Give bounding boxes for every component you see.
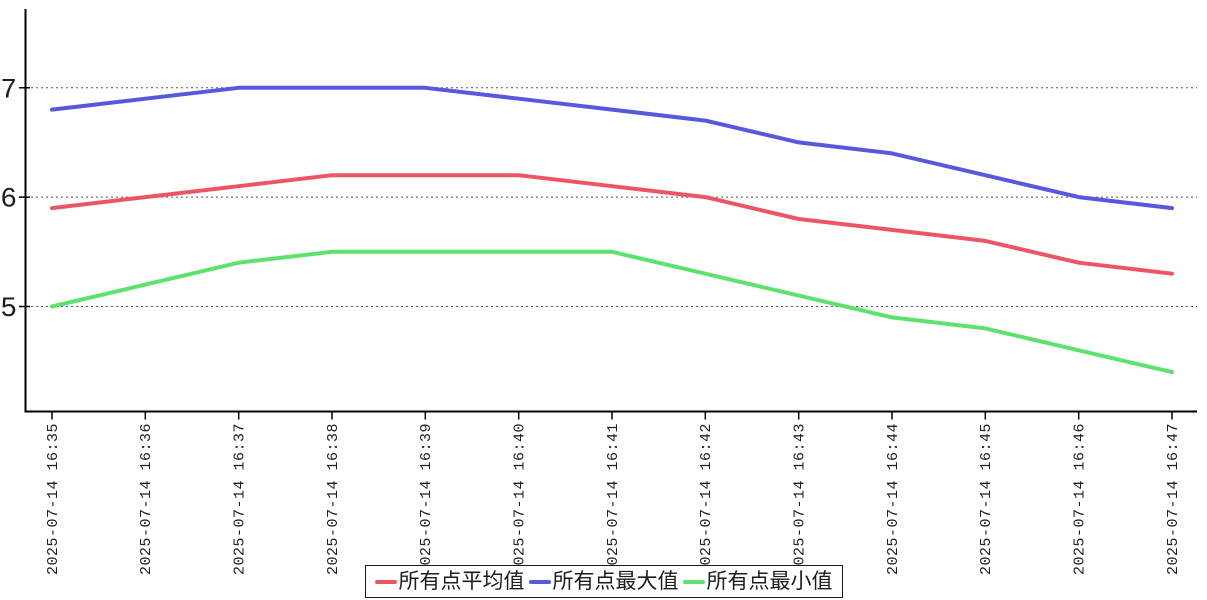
- x-tick-label: 2025-07-14 16:47: [1165, 423, 1182, 575]
- legend-label: 所有点最大值: [552, 569, 679, 593]
- x-tick-label: 2025-07-14 16:40: [511, 423, 528, 575]
- x-tick-label: 2025-07-14 16:44: [885, 423, 902, 575]
- x-tick-label: 2025-07-14 16:46: [1071, 423, 1088, 575]
- y-axis-labels: 5 6 7: [0, 75, 17, 325]
- legend-item-2: 所有点最小值: [682, 569, 833, 594]
- y-tick-label-5: 5: [0, 294, 17, 325]
- x-tick-label: 2025-07-14 16:39: [418, 423, 435, 575]
- x-tick-label: 2025-07-14 16:37: [231, 423, 248, 575]
- legend-label: 所有点平均值: [398, 569, 525, 593]
- legend-line-swatch: [682, 579, 705, 584]
- legend-line-swatch: [374, 579, 397, 584]
- legend-line-swatch: [528, 579, 551, 584]
- legend-label: 所有点最小值: [706, 569, 833, 593]
- x-tick-label: 2025-07-14 16:38: [325, 423, 342, 575]
- x-tick-label: 2025-07-14 16:35: [45, 423, 62, 575]
- series-line-0: [50, 173, 1174, 276]
- x-tick-label: 2025-07-14 16:36: [138, 423, 155, 575]
- series-line-1: [50, 85, 1174, 211]
- y-tick-label-6: 6: [0, 185, 17, 216]
- x-tick-label: 2025-07-14 16:45: [978, 423, 995, 575]
- tick-marks: [19, 87, 1173, 420]
- legend: 所有点平均值 所有点最大值 所有点最小值: [364, 565, 843, 599]
- x-tick-label: 2025-07-14 16:42: [698, 423, 715, 575]
- x-axis-labels: 2025-07-14 16:35 2025-07-14 16:36 2025-07-…: [45, 423, 1182, 575]
- gridlines: [26, 87, 1197, 307]
- axes: [24, 9, 1197, 413]
- legend-item-0: 所有点平均值: [374, 569, 525, 594]
- legend-item-1: 所有点最大值: [528, 569, 679, 594]
- x-tick-label: 2025-07-14 16:41: [605, 423, 622, 575]
- series-line-2: [50, 249, 1174, 375]
- y-tick-label-7: 7: [0, 75, 17, 106]
- x-tick-label: 2025-07-14 16:43: [791, 423, 808, 575]
- data-series: [50, 85, 1174, 375]
